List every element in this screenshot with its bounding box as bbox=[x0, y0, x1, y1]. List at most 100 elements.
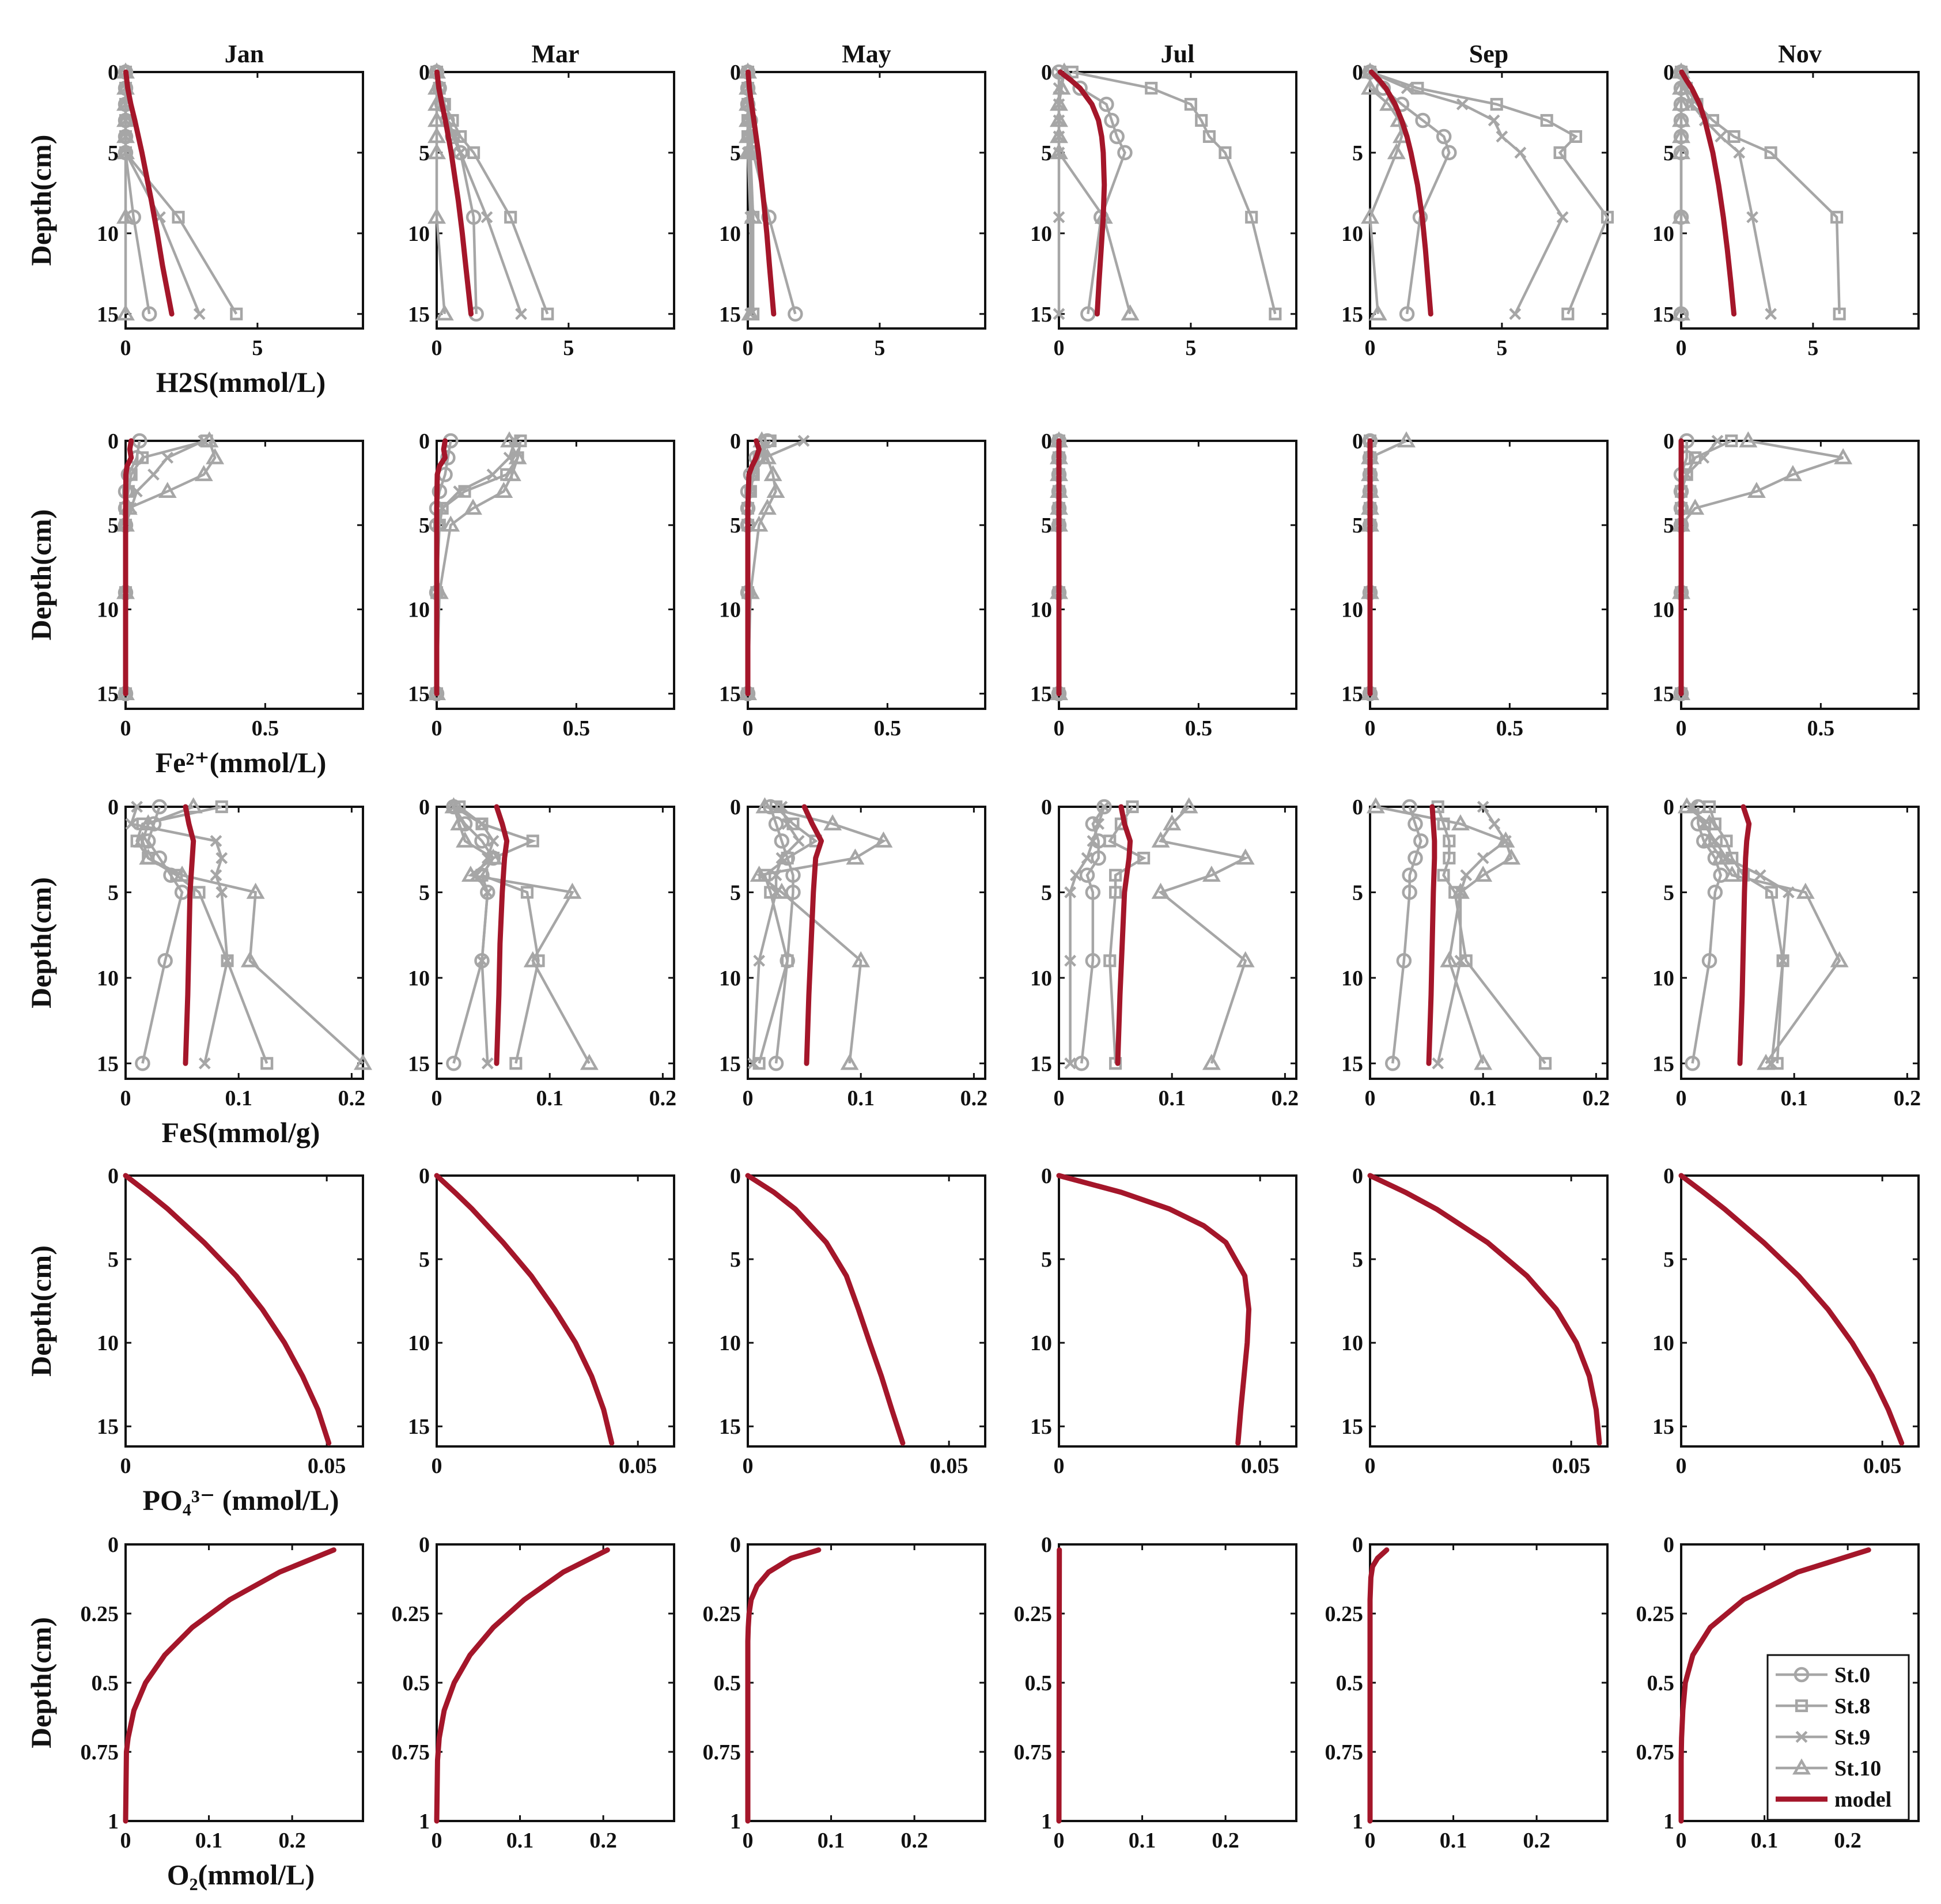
data-point-st10 bbox=[1202, 1053, 1221, 1070]
data-point-st9 bbox=[1454, 954, 1467, 967]
y-tick-label: 1 bbox=[1663, 1809, 1674, 1834]
data-point-st10 bbox=[1451, 814, 1470, 831]
panel-FeS-Nov: 0 0.1 0.2 0 5 10 15 bbox=[1652, 795, 1921, 1110]
series-line-st10 bbox=[435, 440, 519, 694]
y-tick-label: 10 bbox=[1341, 966, 1363, 991]
data-point-st0 bbox=[446, 1056, 461, 1071]
data-point-st8 bbox=[1137, 852, 1151, 865]
data-point-st9 bbox=[1509, 308, 1522, 320]
xlabel-row-FeS: FeS(mmol/g) bbox=[162, 1116, 320, 1149]
y-tick-label: 5 bbox=[1041, 881, 1052, 905]
data-point-st9 bbox=[515, 308, 527, 320]
y-tick-label: 10 bbox=[1341, 222, 1363, 246]
data-point-st0 bbox=[1080, 306, 1096, 322]
data-point-st10 bbox=[1672, 127, 1690, 143]
data-point-st10 bbox=[158, 482, 177, 498]
data-point-st10 bbox=[750, 866, 769, 882]
y-tick-label: 0 bbox=[1352, 1164, 1363, 1188]
x-tick-label: 0 bbox=[743, 1454, 754, 1478]
data-point-st8 bbox=[1539, 1057, 1552, 1070]
y-tick-label: 0 bbox=[1663, 61, 1674, 85]
model-line bbox=[1057, 69, 1107, 317]
data-point-st10 bbox=[116, 111, 135, 127]
x-tick-label: 0.05 bbox=[930, 1454, 968, 1478]
data-point-st8 bbox=[504, 210, 517, 224]
y-tick-label: 0.5 bbox=[92, 1671, 119, 1695]
y-tick-label: 15 bbox=[97, 303, 119, 327]
data-point-st9 bbox=[1496, 130, 1508, 143]
data-point-st10 bbox=[846, 848, 865, 865]
plot-frame bbox=[1058, 440, 1297, 710]
y-tick-label: 15 bbox=[1652, 1415, 1674, 1439]
plot-frame bbox=[124, 1174, 364, 1448]
series-line-st10 bbox=[746, 440, 777, 694]
data-point-st10 bbox=[116, 207, 135, 224]
data-point-st9 bbox=[476, 818, 488, 830]
x-tick-label: 0 bbox=[1365, 716, 1376, 741]
y-tick-label: 10 bbox=[1030, 1331, 1052, 1355]
y-tick-label: 0 bbox=[108, 1164, 119, 1188]
data-point-st8 bbox=[1706, 114, 1719, 127]
data-point-st0 bbox=[1402, 867, 1417, 883]
data-point-st9 bbox=[1081, 852, 1094, 864]
x-tick-label: 0.05 bbox=[1241, 1454, 1280, 1478]
x-tick-label: 0 bbox=[120, 1086, 131, 1110]
y-tick-label: 10 bbox=[1030, 966, 1052, 991]
data-point-st10 bbox=[739, 143, 757, 160]
data-point-st10 bbox=[1672, 62, 1690, 79]
data-point-st8 bbox=[1727, 130, 1741, 143]
data-point-st8 bbox=[509, 1057, 523, 1070]
x-tick-label: 5 bbox=[252, 336, 263, 360]
y-tick-label: 0.5 bbox=[1336, 1671, 1364, 1695]
panel-H2S-Jul: 0 5 0 5 10 15 bbox=[1030, 61, 1297, 360]
data-point-st10 bbox=[116, 304, 135, 321]
plot-frame bbox=[747, 440, 986, 710]
ylabel-row-Fe2+: Depth(cm) bbox=[25, 509, 57, 641]
model-line bbox=[1056, 1173, 1252, 1446]
series-line-st8 bbox=[135, 805, 268, 1064]
y-tick-label: 15 bbox=[408, 1052, 430, 1076]
y-tick-label: 0.75 bbox=[1014, 1740, 1053, 1765]
series-line-st9 bbox=[1369, 70, 1564, 315]
data-point-st10 bbox=[456, 831, 475, 848]
x-tick-label: 0.2 bbox=[1212, 1829, 1239, 1853]
series-line-st10 bbox=[1686, 806, 1841, 1064]
legend-marker-square bbox=[1795, 1699, 1808, 1713]
data-point-st9 bbox=[1401, 82, 1413, 95]
y-tick-label: 0 bbox=[419, 795, 430, 819]
column-title-mar: Mar bbox=[531, 40, 579, 68]
data-point-st10 bbox=[1672, 143, 1690, 160]
data-point-st9 bbox=[1432, 1057, 1444, 1070]
y-tick-label: 5 bbox=[1352, 141, 1363, 165]
y-tick-label: 0 bbox=[419, 1164, 430, 1188]
panel-O2-Nov: 0 0.1 0.2 0 0.25 0.5 0.75 1 bbox=[1636, 1533, 1920, 1853]
data-point-st9 bbox=[747, 1057, 760, 1070]
data-point-st10 bbox=[1796, 882, 1815, 899]
x-tick-label: 0.2 bbox=[1272, 1086, 1299, 1110]
data-point-st10 bbox=[1050, 111, 1068, 127]
ylabel-row-O2: Depth(cm) bbox=[25, 1617, 57, 1748]
y-tick-label: 15 bbox=[719, 1052, 741, 1076]
data-point-st8 bbox=[467, 146, 480, 159]
y-tick-label: 5 bbox=[1663, 881, 1674, 905]
y-tick-label: 0 bbox=[1352, 429, 1363, 454]
y-tick-label: 5 bbox=[730, 513, 741, 538]
y-tick-label: 0 bbox=[730, 1533, 741, 1557]
data-point-st10 bbox=[441, 515, 460, 532]
model-line bbox=[745, 1547, 822, 1824]
data-point-st9 bbox=[1715, 130, 1727, 143]
plot-frame bbox=[436, 1543, 675, 1822]
data-point-st10 bbox=[133, 831, 152, 848]
y-tick-label: 0 bbox=[730, 61, 741, 85]
data-point-st8 bbox=[1437, 817, 1450, 830]
data-point-st0 bbox=[1117, 145, 1133, 161]
data-point-st10 bbox=[1236, 848, 1255, 865]
x-tick-label: 0.2 bbox=[1523, 1829, 1550, 1853]
data-point-st10 bbox=[744, 207, 763, 224]
data-point-st0 bbox=[1399, 306, 1415, 322]
data-point-st10 bbox=[1677, 797, 1696, 814]
x-tick-label: 0.1 bbox=[1440, 1829, 1467, 1853]
data-point-st9 bbox=[147, 469, 160, 481]
panel-H2S-Mar: 0 5 0 5 10 15 bbox=[408, 61, 675, 360]
plot-frame bbox=[747, 806, 986, 1080]
